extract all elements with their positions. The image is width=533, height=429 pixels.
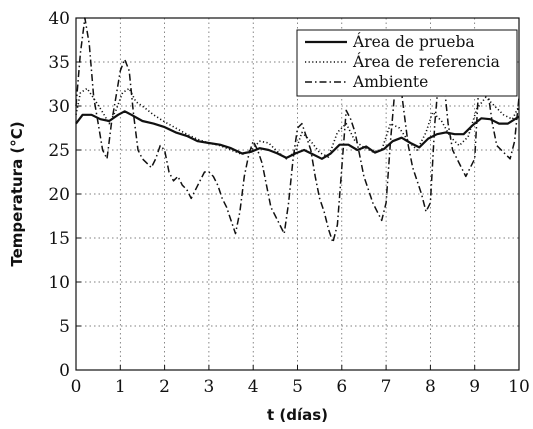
x-tick-label: 6 — [336, 377, 347, 397]
y-axis-label: Temperatura (°C) — [8, 121, 26, 266]
y-tick-label: 30 — [48, 97, 70, 117]
x-tick-label: 5 — [292, 377, 303, 397]
x-tick-label: 4 — [248, 377, 259, 397]
legend-entry-ambiente: Ambiente — [352, 73, 428, 91]
x-tick-label: 1 — [115, 377, 126, 397]
series-line-0 — [75, 110, 520, 160]
x-tick-label: 8 — [425, 377, 436, 397]
legend-entry-area-de-referencia: Área de referencia — [352, 53, 500, 71]
x-tick-label: 9 — [469, 377, 480, 397]
y-tick-label: 5 — [59, 317, 70, 337]
y-tick-label: 35 — [48, 53, 70, 73]
axis-ticks: 0 1 2 3 4 5 6 7 8 9 10 0 5 10 15 20 25 30 35 40 — [48, 9, 529, 397]
legend-entry-area-de-prueba: Área de prueba — [352, 33, 475, 51]
x-tick-label: 0 — [71, 377, 82, 397]
y-tick-label: 0 — [59, 361, 70, 381]
x-axis-label: t (días) — [267, 406, 328, 424]
legend: Área de prueba Área de referencia Ambien… — [296, 29, 518, 97]
x-tick-label: 7 — [381, 377, 392, 397]
y-tick-label: 15 — [48, 229, 70, 249]
y-tick-label: 25 — [48, 141, 70, 161]
y-tick-label: 20 — [48, 185, 70, 205]
x-tick-label: 2 — [159, 377, 170, 397]
series-line-1 — [75, 87, 520, 160]
x-tick-label: 10 — [508, 377, 530, 397]
y-tick-label: 40 — [48, 9, 70, 29]
y-tick-label: 10 — [48, 273, 70, 293]
x-tick-label: 3 — [203, 377, 214, 397]
